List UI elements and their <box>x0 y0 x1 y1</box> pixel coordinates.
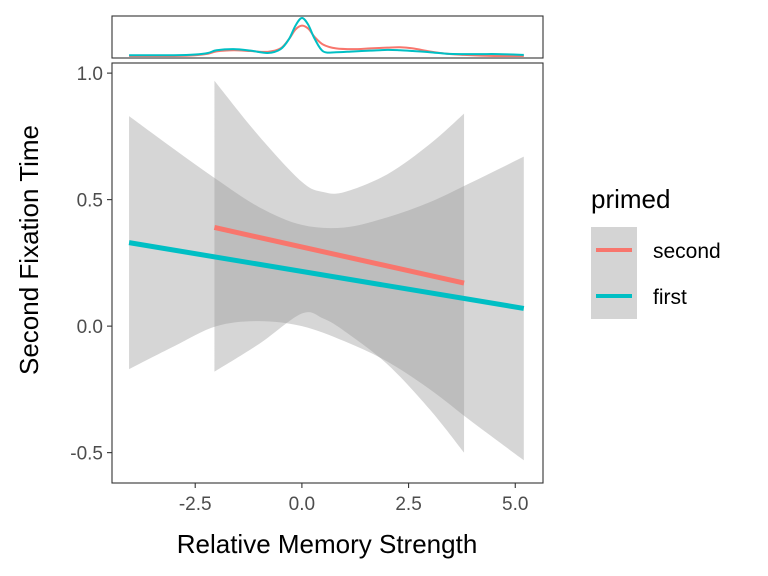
legend-keys: second first <box>591 227 721 319</box>
x-axis-title: Relative Memory Strength <box>177 529 478 559</box>
confidence-band-first <box>129 116 524 461</box>
regression-line-second <box>213 225 465 286</box>
legend-title: primed <box>591 184 670 214</box>
density-curves <box>129 17 524 58</box>
x-axis: -2.5 0.0 2.5 5.0 <box>179 483 528 515</box>
y-tick-label: 0.5 <box>77 191 103 212</box>
x-tick-label: 5.0 <box>502 494 528 515</box>
density-panel-frame <box>111 15 544 59</box>
confidence-band-second <box>214 80 465 453</box>
y-axis-title: Second Fixation Time <box>14 125 44 375</box>
legend: primed second first <box>591 184 721 319</box>
regression-line-first <box>128 240 525 311</box>
main-panel-background <box>112 63 543 483</box>
density-curve-first <box>129 17 524 57</box>
y-tick-label: 1.0 <box>77 64 103 85</box>
legend-label-second: second <box>653 240 721 263</box>
regression-lines <box>128 225 525 311</box>
x-tick-label: 2.5 <box>395 494 421 515</box>
x-tick-label: -2.5 <box>179 494 212 515</box>
legend-label-first: first <box>653 286 687 309</box>
main-panel-frame <box>111 62 544 484</box>
y-axis: -0.5 0.0 0.5 1.0 <box>70 64 112 465</box>
main-panel <box>111 62 544 484</box>
confidence-ribbons <box>129 80 524 461</box>
density-panel <box>111 15 544 59</box>
y-tick-label: 0.0 <box>77 317 103 338</box>
y-tick-label: -0.5 <box>70 444 103 465</box>
x-tick-label: 0.0 <box>289 494 315 515</box>
